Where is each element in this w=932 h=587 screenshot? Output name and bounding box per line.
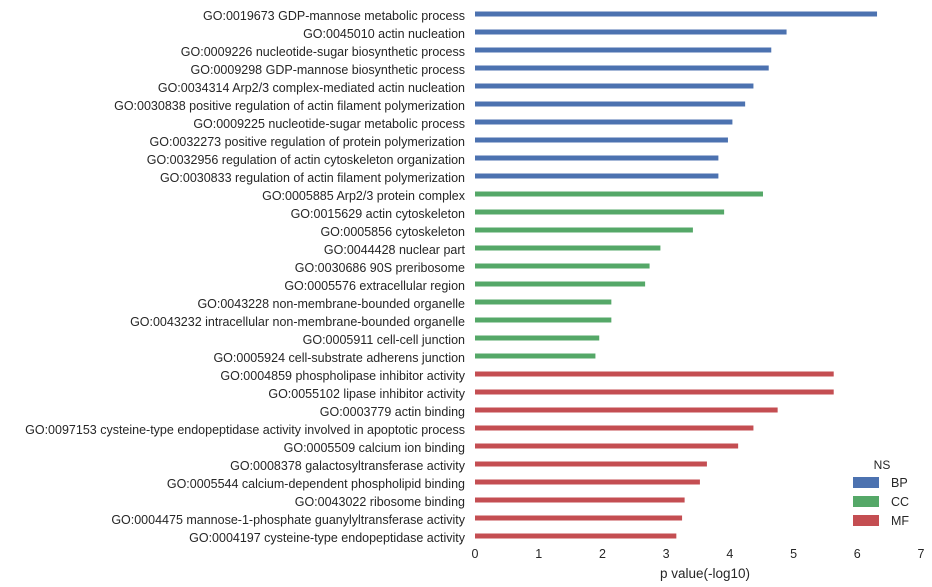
bar-bp: [475, 101, 746, 107]
category-label: GO:0009298 GDP-mannose biosynthetic proc…: [191, 63, 465, 77]
category-label: GO:0004197 cysteine-type endopeptidase a…: [189, 531, 466, 545]
category-label: GO:0044428 nuclear part: [324, 243, 466, 257]
category-label: GO:0015629 actin cytoskeleton: [291, 207, 465, 221]
bar-cc: [475, 191, 763, 197]
bar-bp: [475, 137, 728, 143]
bar-cc: [475, 227, 693, 233]
category-label: GO:0005856 cytoskeleton: [320, 225, 465, 239]
category-label: GO:0005576 extracellular region: [284, 279, 465, 293]
legend-label-cc: CC: [891, 495, 909, 509]
category-label: GO:0019673 GDP-mannose metabolic process: [203, 9, 465, 23]
bar-mf: [475, 389, 834, 395]
bar-cc: [475, 263, 650, 269]
legend-swatch-bp: [853, 477, 879, 488]
bar-mf: [475, 479, 700, 485]
bar-mf: [475, 443, 739, 449]
bar-cc: [475, 317, 612, 323]
bar-cc: [475, 335, 600, 341]
category-label: GO:0009226 nucleotide-sugar biosynthetic…: [181, 45, 465, 59]
bars-layer: [475, 11, 878, 539]
category-label: GO:0032273 positive regulation of protei…: [150, 135, 466, 149]
category-label: GO:0045010 actin nucleation: [303, 27, 465, 41]
x-axis-ticks: 0 1 2 3 4 5 6 7: [472, 547, 925, 561]
bar-mf: [475, 407, 778, 413]
legend-label-mf: MF: [891, 514, 909, 528]
bar-mf: [475, 371, 834, 377]
category-label: GO:0097153 cysteine-type endopeptidase a…: [25, 423, 465, 437]
bar-cc: [475, 245, 661, 251]
x-tick-label: 3: [663, 547, 670, 561]
category-label: GO:0005544 calcium-dependent phospholipi…: [167, 477, 465, 491]
bar-cc: [475, 209, 725, 215]
category-label: GO:0005885 Arp2/3 protein complex: [262, 189, 466, 203]
legend: NS BP CC MF: [853, 458, 909, 528]
category-label: GO:0030833 regulation of actin filament …: [160, 171, 465, 185]
x-tick-label: 5: [790, 547, 797, 561]
category-label: GO:0030838 positive regulation of actin …: [114, 99, 465, 113]
bar-cc: [475, 353, 596, 359]
category-label: GO:0003779 actin binding: [320, 405, 465, 419]
category-label: GO:0030686 90S preribosome: [295, 261, 465, 275]
legend-swatch-cc: [853, 496, 879, 507]
category-label: GO:0005911 cell-cell junction: [303, 333, 465, 347]
category-label: GO:0043228 non-membrane-bounded organell…: [197, 297, 465, 311]
category-label: GO:0055102 lipase inhibitor activity: [268, 387, 465, 401]
category-label: GO:0034314 Arp2/3 complex-mediated actin…: [158, 81, 465, 95]
legend-title: NS: [874, 458, 891, 472]
category-labels: GO:0019673 GDP-mannose metabolic process…: [25, 9, 466, 545]
bar-mf: [475, 461, 707, 467]
legend-label-bp: BP: [891, 476, 908, 490]
legend-swatch-mf: [853, 515, 879, 526]
bar-mf: [475, 497, 685, 503]
category-label: GO:0005924 cell-substrate adherens junct…: [213, 351, 465, 365]
x-tick-label: 6: [854, 547, 861, 561]
x-tick-label: 2: [599, 547, 606, 561]
bar-bp: [475, 119, 733, 125]
bar-bp: [475, 83, 754, 89]
bar-mf: [475, 515, 683, 521]
category-label: GO:0009225 nucleotide-sugar metabolic pr…: [193, 117, 465, 131]
x-tick-label: 7: [918, 547, 925, 561]
bar-cc: [475, 281, 646, 287]
bar-bp: [475, 29, 787, 35]
bar-bp: [475, 11, 878, 17]
category-label: GO:0032956 regulation of actin cytoskele…: [147, 153, 465, 167]
bar-bp: [475, 47, 772, 53]
category-label: GO:0004475 mannose-1-phosphate guanylylt…: [111, 513, 465, 527]
bar-mf: [475, 425, 754, 431]
category-label: GO:0043232 intracellular non-membrane-bo…: [130, 315, 465, 329]
category-label: GO:0005509 calcium ion binding: [284, 441, 465, 455]
category-label: GO:0043022 ribosome binding: [295, 495, 465, 509]
bar-mf: [475, 533, 677, 539]
bar-bp: [475, 173, 719, 179]
category-label: GO:0008378 galactosyltransferase activit…: [230, 459, 466, 473]
x-tick-label: 0: [472, 547, 479, 561]
x-axis-title: p value(-log10): [660, 566, 750, 581]
bar-cc: [475, 299, 612, 305]
x-tick-label: 4: [726, 547, 733, 561]
legend-items: BP CC MF: [853, 476, 909, 528]
x-tick-label: 1: [535, 547, 542, 561]
category-label: GO:0004859 phospholipase inhibitor activ…: [220, 369, 465, 383]
bar-bp: [475, 155, 719, 161]
bar-bp: [475, 65, 769, 71]
